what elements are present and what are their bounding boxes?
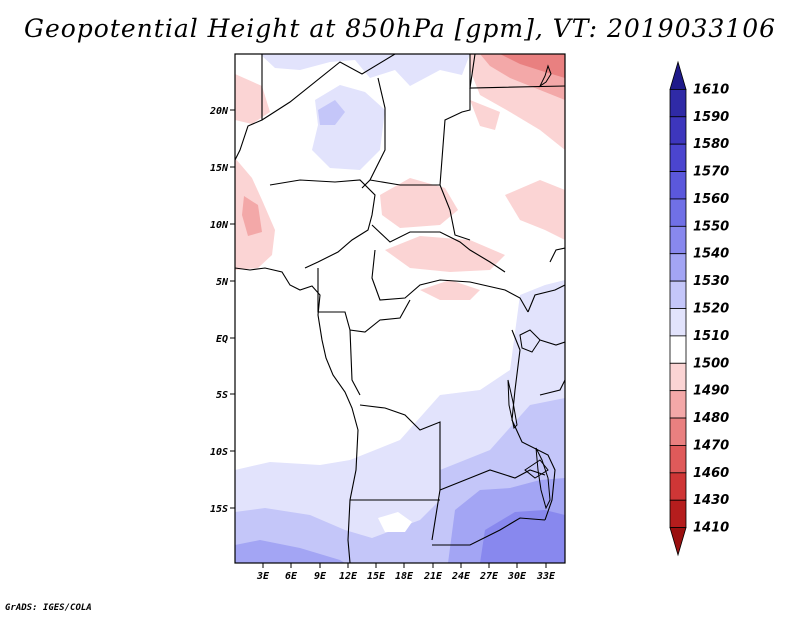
colorbar-level-label: 1500 bbox=[693, 356, 729, 371]
colorbar-level-label: 1540 bbox=[693, 247, 729, 262]
lakes bbox=[507, 64, 552, 510]
lon-label: 18E bbox=[395, 571, 414, 582]
colorbar-level-label: 1460 bbox=[693, 466, 729, 481]
colorbar-level-label: 1570 bbox=[693, 165, 729, 180]
longitude-labels: 3E 6E 9E 12E 15E 18E 21E 24E 27E 30E 33E bbox=[256, 571, 556, 582]
colorbar-level-label: 1580 bbox=[693, 137, 729, 152]
colorbar-level-label: 1510 bbox=[693, 329, 729, 344]
colorbar-swatch bbox=[669, 280, 687, 309]
lat-label: 20N bbox=[209, 106, 229, 117]
colorbar-level-label: 1520 bbox=[693, 302, 729, 317]
latitude-labels: 20N 15N 10N 5N EQ 5S 10S 15S bbox=[209, 106, 229, 515]
colorbar-swatch bbox=[669, 308, 687, 337]
colorbar-level-label: 1480 bbox=[693, 411, 729, 426]
lat-label: 10N bbox=[210, 220, 229, 231]
colorbar-swatch bbox=[669, 253, 687, 282]
lon-label: 15E bbox=[367, 571, 386, 582]
lat-label: 5S bbox=[216, 390, 228, 401]
colorbar-level-label: 1490 bbox=[693, 384, 729, 399]
colorbar-swatch bbox=[669, 88, 687, 118]
colorbar-swatch bbox=[669, 171, 687, 200]
lon-label: 33E bbox=[536, 571, 556, 582]
lon-label: 9E bbox=[314, 571, 327, 582]
colorbar-level-label: 1550 bbox=[693, 219, 729, 234]
colorbar-swatch bbox=[669, 362, 687, 392]
colorbar-swatch bbox=[669, 335, 687, 364]
colorbar-top-triangle bbox=[669, 60, 687, 90]
lon-label: 27E bbox=[479, 571, 499, 582]
country-borders bbox=[235, 54, 565, 563]
colorbar-swatch bbox=[669, 499, 687, 529]
colorbar-swatch bbox=[669, 116, 687, 145]
colorbar-swatch bbox=[669, 143, 687, 172]
height-field-shading bbox=[235, 54, 565, 563]
lat-label: 15S bbox=[210, 504, 228, 515]
colorbar-swatch bbox=[669, 445, 687, 474]
colorbar-level-label: 1530 bbox=[693, 274, 729, 289]
plot-frame bbox=[234, 53, 566, 564]
grads-credit: GrADS: IGES/COLA bbox=[5, 603, 92, 613]
lat-label: EQ bbox=[216, 334, 228, 345]
colorbar-level-label: 1560 bbox=[693, 192, 729, 207]
colorbar-swatch bbox=[669, 225, 687, 255]
colorbar-level-label: 1430 bbox=[693, 493, 729, 508]
lon-label: 12E bbox=[339, 571, 358, 582]
lon-label: 3E bbox=[256, 571, 270, 582]
lat-label: 5N bbox=[216, 277, 229, 288]
axis-tick-marks bbox=[230, 109, 547, 568]
lon-label: 24E bbox=[451, 571, 471, 582]
lat-label: 15N bbox=[210, 163, 229, 174]
colorbar-level-label: 1470 bbox=[693, 438, 729, 453]
colorbar-swatch bbox=[669, 198, 687, 227]
chart-title: Geopotential Height at 850hPa [gpm], VT:… bbox=[23, 14, 777, 43]
colorbar-swatch bbox=[669, 390, 687, 419]
colorbar-level-label: 1590 bbox=[693, 110, 729, 125]
lon-label: 6E bbox=[285, 571, 298, 582]
colorbar-bottom-triangle bbox=[669, 527, 687, 557]
colorbar-level-label: 1410 bbox=[693, 521, 729, 536]
lon-label: 21E bbox=[423, 571, 443, 582]
colorbar-swatch bbox=[669, 417, 687, 446]
colorbar: 1610 1590 1580 1570 1560 1550 1540 1530 1520 1510… bbox=[669, 60, 729, 557]
lat-label: 10S bbox=[210, 447, 228, 458]
lon-label: 30E bbox=[507, 571, 527, 582]
colorbar-level-label: 1610 bbox=[693, 82, 729, 97]
colorbar-swatch bbox=[669, 472, 687, 501]
